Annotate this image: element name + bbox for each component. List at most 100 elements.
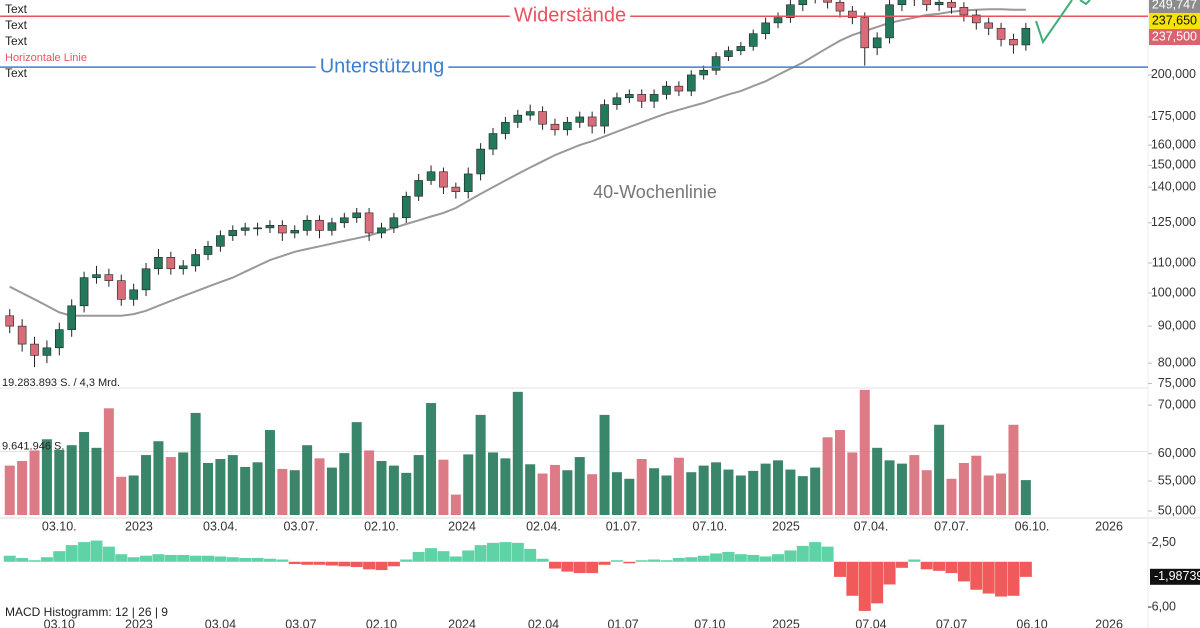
macd-bar — [437, 551, 450, 562]
macd-bar — [449, 556, 462, 562]
candle-body — [748, 33, 758, 47]
candle-body — [154, 257, 163, 270]
macd-bar — [697, 555, 710, 562]
candle-body — [129, 289, 138, 300]
x-tick-label: 07.07. — [934, 519, 969, 533]
volume-bar — [921, 470, 932, 515]
candle-body — [1009, 38, 1018, 46]
macd-x-tick-label: 03.07 — [285, 617, 316, 628]
volume-bar — [215, 459, 226, 515]
macd-bar — [1007, 561, 1020, 596]
macd-bar — [102, 546, 115, 562]
volume-bar — [227, 455, 238, 515]
volume-bar — [562, 470, 573, 515]
candle-body — [253, 227, 262, 230]
macd-bar — [53, 551, 66, 562]
candle-body — [984, 22, 993, 29]
macd-bar — [263, 558, 276, 562]
volume-bar — [351, 422, 362, 515]
candle-body — [501, 122, 510, 134]
macd-bar — [685, 557, 698, 562]
candle-body — [736, 46, 746, 52]
volume-bar — [872, 447, 883, 515]
volume-bar — [203, 462, 214, 515]
macd-pane — [3, 540, 1032, 611]
candle-body — [934, 1, 944, 6]
candle-body — [1021, 27, 1031, 46]
horizontal-line-label: Unterstützung — [320, 55, 445, 77]
y-tick-label: 100,000 — [1151, 285, 1196, 299]
macd-x-tick-label: 2025 — [772, 617, 800, 628]
macd-x-tick-label: 2026 — [1095, 617, 1123, 628]
macd-bar — [598, 561, 611, 565]
volume-bar — [847, 452, 858, 515]
volume-bar — [91, 447, 102, 515]
volume-bar — [636, 459, 647, 515]
x-tick-label: 2026 — [1095, 519, 1123, 533]
volume-bar — [909, 455, 920, 515]
candle-body — [178, 265, 188, 270]
candle-body — [414, 180, 423, 197]
x-tick-label: 06.10. — [1015, 519, 1050, 533]
macd-bar — [995, 561, 1008, 597]
volume-bar — [475, 414, 486, 515]
volume-bar — [17, 460, 28, 515]
y-tick-label: 75,000 — [1158, 376, 1196, 390]
candle-body — [538, 111, 547, 125]
candle-body — [315, 219, 324, 231]
macd-x-tick-label: 2023 — [125, 617, 153, 628]
x-tick-label: 2025 — [772, 519, 800, 533]
legend-text: Text — [5, 34, 28, 48]
volume-bar — [128, 475, 139, 515]
macd-bar — [350, 561, 363, 568]
candle-body — [327, 222, 337, 231]
candle-body — [823, 0, 832, 3]
volume-bar — [103, 408, 114, 515]
macd-bar — [387, 561, 400, 567]
volume-bar — [41, 439, 52, 515]
macd-bar — [462, 550, 475, 562]
macd-x-tick-label: 02.04 — [528, 617, 559, 628]
volume-bar — [611, 472, 622, 515]
candle-body — [761, 22, 770, 35]
macd-bar — [710, 553, 723, 562]
price-label-box — [1149, 0, 1200, 14]
y-tick-label: 150,000 — [1151, 158, 1196, 172]
macd-bar — [474, 545, 487, 562]
macd-bar — [313, 561, 326, 565]
volume-bar — [711, 462, 722, 515]
candle-body — [699, 69, 708, 76]
macd-bar — [821, 546, 834, 562]
macd-bar — [400, 559, 413, 562]
macd-bar — [982, 561, 995, 594]
volume-bar — [512, 391, 523, 515]
candle-body — [191, 254, 200, 267]
macd-x-tick-label: 06.10 — [1016, 617, 1047, 628]
candle-body — [340, 217, 349, 224]
candle-body — [600, 104, 609, 127]
macd-bar — [635, 560, 648, 562]
macd-bar — [548, 561, 561, 569]
macd-bar — [858, 561, 871, 611]
candle-body — [662, 85, 671, 95]
volume-bar — [277, 468, 288, 515]
price-label-box — [1149, 29, 1200, 46]
candle-body — [513, 114, 523, 123]
x-tick-label: 03.07. — [284, 519, 319, 533]
macd-bar — [648, 559, 661, 562]
macd-bar — [412, 551, 425, 562]
candle-body — [278, 225, 287, 234]
macd-x-tick-label: 07.07 — [936, 617, 967, 628]
macd-bar — [573, 561, 586, 574]
macd-x-tick-label: 03.04 — [205, 617, 236, 628]
volume-bar — [66, 445, 77, 515]
macd-bar — [734, 554, 747, 562]
macd-bar — [945, 561, 958, 574]
volume-bar — [252, 462, 263, 515]
volume-bar — [450, 494, 461, 515]
volume-bar — [661, 475, 672, 515]
volume-bar — [364, 450, 375, 515]
y-tick-label: 50,000 — [1158, 503, 1196, 517]
